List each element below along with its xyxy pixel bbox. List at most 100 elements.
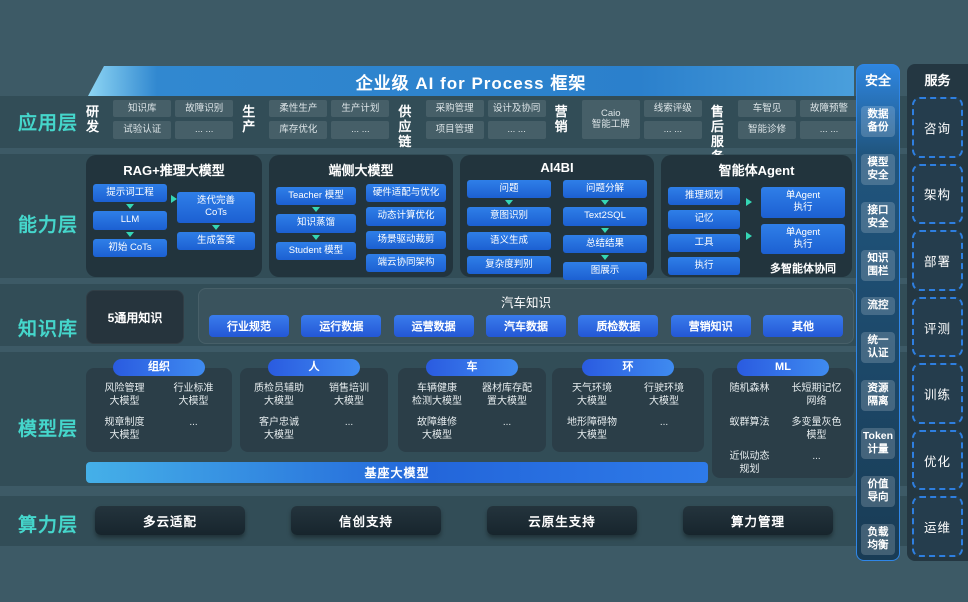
app-item: 故障识别: [175, 100, 234, 118]
flow-box: 图展示: [563, 262, 647, 281]
arrow-down-icon: [126, 231, 134, 237]
model-group-pill: 环: [582, 359, 674, 376]
title-banner: 企业级 AI for Process 框架: [88, 66, 854, 96]
service-item: 评测: [912, 296, 963, 358]
model-item: ...: [502, 417, 512, 428]
model-item: 天气环境 大模型: [572, 383, 612, 407]
compute-item-cloudnative: 云原生支持: [487, 506, 637, 535]
arrow-down-icon: [126, 204, 134, 210]
app-item: 库存优化: [269, 121, 328, 139]
application-layer-row: 研发 知识库 故障识别 试验认证 ... ... 生产 柔性生产 生产计划 库存…: [86, 100, 859, 164]
app-group-label: 研发: [86, 104, 100, 134]
layer-label-knowledge: 知识库: [17, 319, 78, 340]
flow-box: LLM: [93, 211, 167, 230]
arrow-right-icon: [171, 195, 177, 203]
model-group-pill: 人: [268, 359, 360, 376]
services-header: 服务: [924, 73, 951, 88]
base-model-bar: 基座大模型: [86, 462, 708, 483]
auto-knowledge-panel: 汽车知识 行业规范 运行数据 运营数据 汽车数据 质检数据 营销知识 其他: [198, 288, 854, 344]
panel-title: 智能体Agent: [718, 163, 795, 178]
app-group-supply-chain: 供应 链 采购管理 设计及协同 项目管理 ... ...: [398, 100, 546, 149]
service-item: 部署: [912, 230, 963, 291]
app-group-rd: 研发 知识库 故障识别 试验认证 ... ...: [86, 100, 234, 146]
model-item: 器材库存配 置大模型: [482, 383, 532, 407]
service-item: 优化: [912, 429, 963, 491]
knowledge-pill: 运营数据: [393, 315, 474, 337]
app-item: Caio 智能工牌: [581, 100, 640, 139]
flow-box: 语义生成: [467, 231, 551, 251]
app-item: 采购管理: [425, 100, 484, 118]
arrow-down-icon: [601, 255, 609, 261]
model-item: 行业标准 大模型: [173, 383, 214, 407]
model-item: 蚁群算法: [729, 417, 770, 428]
app-group-items: 采购管理 设计及协同 项目管理 ... ...: [425, 100, 546, 139]
model-group-organization: 组织 风险管理 大模型 行业标准 大模型 规章制度 大模型 ...: [86, 359, 232, 452]
service-item: 咨询: [912, 97, 963, 158]
model-item: 近似动态 规划: [729, 451, 770, 475]
security-item: 知识 围栏: [861, 249, 895, 281]
app-item: 车智见: [738, 100, 797, 118]
security-item: 价值 导向: [861, 475, 895, 507]
arrow-down-icon: [601, 200, 609, 206]
agent-component-box: 记忆: [668, 210, 740, 229]
knowledge-pill: 运行数据: [301, 315, 382, 337]
knowledge-pill: 营销知识: [670, 315, 751, 337]
flow-box: Teacher 模型: [276, 187, 356, 206]
model-item: 长短期记忆 网络: [791, 383, 842, 407]
flow-box: 迭代完善 CoTs: [177, 192, 255, 223]
feature-box: 硬件适配与优化: [366, 184, 446, 203]
layer-label-application: 应用层: [17, 113, 78, 134]
model-group-pill: 组织: [113, 359, 205, 376]
model-group-vehicle: 车 车辆健康 检测大模型 器材库存配 置大模型 故障维修 大模型 ...: [398, 359, 546, 452]
panel-title: AI4BI: [540, 160, 574, 175]
flow-box: 提示词工程: [93, 184, 167, 203]
app-group-items: 车智见 故障预警 智能诊修 ... ...: [738, 100, 859, 139]
services-rail: 服务 咨询 架构 部署 评测 训练 优化 运维: [907, 64, 968, 561]
auto-knowledge-header: 汽车知识: [500, 296, 551, 310]
multi-agent-note: 多智能体协同: [770, 263, 836, 276]
security-header: 安全: [864, 73, 891, 88]
flow-box: 问题分解: [563, 180, 647, 199]
model-item: 风险管理 大模型: [104, 383, 145, 407]
app-group-items: Caio 智能工牌 线索评级 ... ...: [581, 100, 702, 139]
model-group-pill: ML: [737, 359, 829, 376]
model-group-people: 人 质检员辅助 大模型 销售培训 大模型 客户忠诚 大模型 ...: [240, 359, 388, 452]
capability-panel-agent: 智能体Agent 推理规划 记忆 工具 执行 单Agent 执行 单Agent …: [661, 155, 852, 277]
flow-box: 问题: [467, 180, 551, 199]
capability-panel-ai4bi: AI4BI 问题 意图识别 语义生成 复杂度判别 问题分解 Text2SQL 总…: [460, 155, 654, 281]
arrow-right-icon: [745, 198, 752, 206]
model-item: ...: [344, 417, 354, 428]
model-item: 规章制度 大模型: [104, 417, 145, 441]
app-item: 设计及协同: [487, 100, 546, 118]
security-item: 统一 认证: [861, 331, 895, 364]
app-item: ... ...: [175, 121, 234, 139]
app-item: ... ...: [643, 121, 702, 139]
compute-item-multicloud: 多云适配: [95, 506, 245, 535]
app-group-after-sales: 售后 服务 车智见 故障预警 智能诊修 ... ...: [711, 100, 859, 164]
model-item: ...: [189, 417, 198, 428]
feature-box: 场景驱动裁剪: [366, 230, 446, 250]
general-knowledge-box: 5通用知识: [86, 290, 184, 344]
app-item: 柔性生产: [269, 100, 328, 118]
agent-executor-box: 单Agent 执行: [761, 187, 845, 218]
flow-box: 复杂度判别: [467, 256, 551, 275]
security-item: 接口 安全: [861, 201, 895, 233]
service-item: 架构: [912, 163, 963, 225]
app-item: 生产计划: [331, 100, 390, 118]
feature-box: 动态计算优化: [366, 207, 446, 226]
app-group-label: 供应 链: [398, 104, 412, 149]
capability-layer-row: RAG+推理大模型 提示词工程 LLM 初始 CoTs 迭代完善 CoTs 生成…: [86, 155, 856, 281]
security-item: 负载 均衡: [861, 523, 895, 555]
model-group-ml: ML 随机森林 长短期记忆 网络 蚁群算法 多变量灰色 模型 近似动态 规划 .…: [712, 359, 854, 478]
arrow-right-icon: [745, 232, 752, 240]
knowledge-pill: 汽车数据: [485, 315, 566, 337]
security-item: Token 计量: [861, 427, 895, 459]
security-rail: 安全 数据 备份 模型 安全 接口 安全 知识 围栏 流控 统一 认证 资源 隔…: [856, 64, 900, 561]
model-item: 客户忠诚 大模型: [259, 417, 299, 441]
app-item: 试验认证: [113, 121, 172, 139]
agent-component-box: 推理规划: [668, 187, 740, 206]
app-item: 智能诊修: [738, 121, 797, 139]
capability-panel-rag: RAG+推理大模型 提示词工程 LLM 初始 CoTs 迭代完善 CoTs 生成…: [86, 155, 262, 277]
model-item: ...: [659, 417, 669, 428]
